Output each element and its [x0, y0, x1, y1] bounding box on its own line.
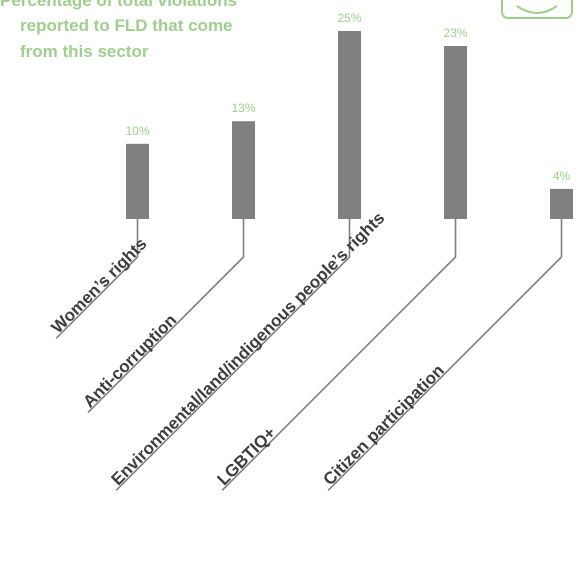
leader-line-2: [115, 219, 351, 491]
bar-3: [444, 46, 467, 219]
category-label-1: Anti-corruption: [79, 310, 180, 411]
bar-4: [550, 188, 573, 219]
bar-1: [232, 121, 255, 219]
bar-0: [126, 143, 149, 219]
value-label-1: 13%: [231, 101, 255, 115]
value-label-2: 25%: [337, 11, 361, 25]
chart-title-line-3: from this sector: [20, 42, 149, 61]
value-label-3: 23%: [443, 26, 467, 40]
leader-line-3: [221, 219, 457, 491]
chart-title-line-2: reported to FLD that come: [20, 16, 233, 35]
chart-title-line-1: Percentage of total violations: [0, 0, 237, 10]
leader-line-1: [87, 219, 245, 414]
bar-2: [338, 31, 361, 219]
leader-line-0: [55, 219, 139, 339]
bar-marks: 10%Women’s rights13%Anti-corruption25%En…: [48, 11, 573, 491]
category-label-4: Citizen participation: [320, 361, 448, 489]
value-label-4: 4%: [553, 169, 571, 183]
badge-icon: [501, 0, 573, 19]
leader-line-4: [327, 219, 563, 491]
value-label-0: 10%: [125, 124, 149, 138]
category-label-3: LGBTIQ+: [214, 423, 280, 489]
category-label-0: Women’s rights: [48, 234, 151, 337]
